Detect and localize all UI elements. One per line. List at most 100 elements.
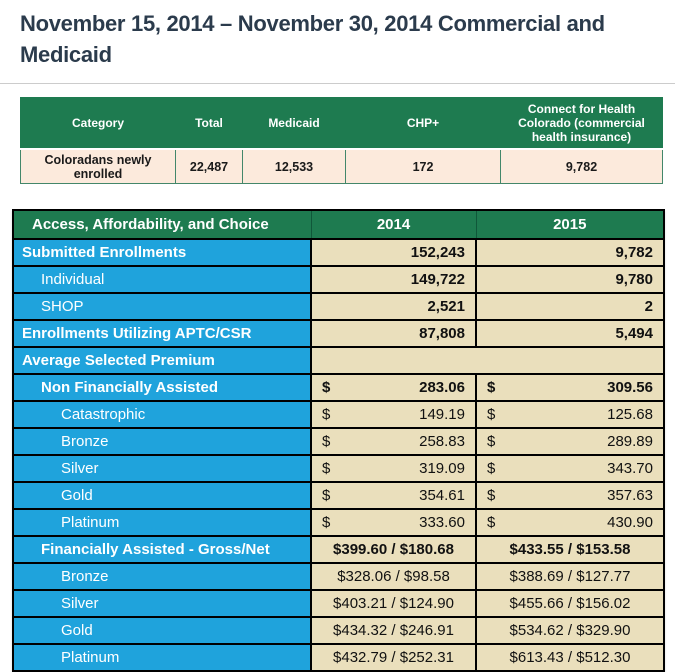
- table-row: Platinum $333.60 $430.90: [12, 508, 665, 537]
- amount: 309.56: [607, 379, 653, 396]
- row-label: Gold: [12, 481, 312, 510]
- table-row: Catastrophic $149.19 $125.68: [12, 400, 665, 429]
- value-2014: $333.60: [310, 508, 477, 537]
- summary-chp-plus-cell: 172: [345, 148, 501, 184]
- dollar-sign: $: [487, 433, 496, 450]
- summary-header-total: Total: [175, 97, 243, 150]
- row-label: Bronze: [12, 562, 312, 591]
- value-2014: 87,808: [310, 319, 477, 348]
- dollar-sign: $: [322, 406, 331, 423]
- table-row: Silver $403.21 / $124.90 $455.66 / $156.02: [12, 589, 665, 618]
- value-2014: $328.06 / $98.58: [310, 562, 477, 591]
- dollar-sign: $: [322, 487, 331, 504]
- amount: 289.89: [607, 433, 653, 450]
- value-2015: $534.62 / $329.90: [475, 616, 665, 645]
- table-row: Non Financially Assisted $283.06 $309.56: [12, 373, 665, 402]
- row-label: Submitted Enrollments: [12, 238, 312, 267]
- enrollment-header-row: Access, Affordability, and Choice 2014 2…: [13, 210, 664, 240]
- row-label: SHOP: [12, 292, 312, 321]
- value-2015: 9,782: [475, 238, 665, 267]
- amount: 125.68: [607, 406, 653, 423]
- value-2015: $430.90: [475, 508, 665, 537]
- summary-header-category: Category: [20, 97, 176, 150]
- enrollment-header-2014: 2014: [311, 210, 477, 240]
- amount: 333.60: [419, 514, 465, 531]
- row-label: Enrollments Utilizing APTC/CSR: [12, 319, 312, 348]
- dollar-sign: $: [487, 379, 496, 396]
- table-row: Bronze $328.06 / $98.58 $388.69 / $127.77: [12, 562, 665, 591]
- value-2014: $434.32 / $246.91: [310, 616, 477, 645]
- dollar-sign: $: [487, 406, 496, 423]
- row-label: Average Selected Premium: [12, 346, 312, 375]
- table-row: Financially Assisted - Gross/Net $399.60 …: [12, 535, 665, 564]
- row-label: Platinum: [12, 508, 312, 537]
- value-2014: $354.61: [310, 481, 477, 510]
- enrollment-header-label: Access, Affordability, and Choice: [13, 210, 312, 240]
- value-empty: [310, 346, 665, 375]
- table-row: Average Selected Premium: [12, 346, 665, 375]
- amount: 258.83: [419, 433, 465, 450]
- table-row: Submitted Enrollments 152,243 9,782: [12, 238, 665, 267]
- amount: 343.70: [607, 460, 653, 477]
- title-divider: [0, 83, 675, 84]
- value-2015: $455.66 / $156.02: [475, 589, 665, 618]
- table-row: Platinum $432.79 / $252.31 $613.43 / $512.…: [12, 643, 665, 672]
- enrollment-header-2015: 2015: [476, 210, 664, 240]
- dollar-sign: $: [487, 487, 496, 504]
- value-2015: $357.63: [475, 481, 665, 510]
- row-label: Platinum: [12, 643, 312, 672]
- summary-table: Category Total Medicaid CHP+ Connect for…: [20, 97, 663, 184]
- value-2014: $258.83: [310, 427, 477, 456]
- page-title-line1: November 15, 2014 – November 30, 2014 Co…: [20, 11, 605, 36]
- table-row: Gold $434.32 / $246.91 $534.62 / $329.90: [12, 616, 665, 645]
- row-label: Catastrophic: [12, 400, 312, 429]
- dollar-sign: $: [322, 460, 331, 477]
- amount: 357.63: [607, 487, 653, 504]
- value-2014: $319.09: [310, 454, 477, 483]
- enrollment-table: Access, Affordability, and Choice 2014 2…: [12, 209, 665, 672]
- enrollment-table-body: Submitted Enrollments 152,243 9,782 Individ…: [12, 238, 665, 672]
- table-row: Bronze $258.83 $289.89: [12, 427, 665, 456]
- amount: 430.90: [607, 514, 653, 531]
- value-2014: $283.06: [310, 373, 477, 402]
- row-label: Gold: [12, 616, 312, 645]
- table-row: Silver $319.09 $343.70: [12, 454, 665, 483]
- value-2014: $399.60 / $180.68: [310, 535, 477, 564]
- summary-total-cell: 22,487: [175, 148, 243, 184]
- summary-header-connect-for-health: Connect for Health Colorado (commercial …: [500, 97, 663, 150]
- value-2015: $289.89: [475, 427, 665, 456]
- dollar-sign: $: [322, 379, 331, 396]
- summary-data-row: Coloradans newly enrolled 22,487 12,533 …: [20, 148, 663, 184]
- summary-medicaid-cell: 12,533: [242, 148, 346, 184]
- value-2014: 152,243: [310, 238, 477, 267]
- amount: 149.19: [419, 406, 465, 423]
- value-2015: $343.70: [475, 454, 665, 483]
- row-label: Financially Assisted - Gross/Net: [12, 535, 312, 564]
- row-label: Silver: [12, 454, 312, 483]
- value-2014: $432.79 / $252.31: [310, 643, 477, 672]
- value-2014: $403.21 / $124.90: [310, 589, 477, 618]
- table-row: Enrollments Utilizing APTC/CSR 87,808 5,49…: [12, 319, 665, 348]
- value-2015: $309.56: [475, 373, 665, 402]
- summary-header-row: Category Total Medicaid CHP+ Connect for…: [20, 97, 663, 150]
- page-title-line2: Medicaid: [20, 42, 112, 67]
- value-2015: $388.69 / $127.77: [475, 562, 665, 591]
- summary-header-medicaid: Medicaid: [242, 97, 346, 150]
- summary-header-chp-plus: CHP+: [345, 97, 501, 150]
- page-title: November 15, 2014 – November 30, 2014 Co…: [20, 8, 655, 70]
- value-2015: 9,780: [475, 265, 665, 294]
- summary-connect-cell: 9,782: [500, 148, 663, 184]
- value-2015: $125.68: [475, 400, 665, 429]
- value-2015: $433.55 / $153.58: [475, 535, 665, 564]
- row-label: Individual: [12, 265, 312, 294]
- amount: 354.61: [419, 487, 465, 504]
- value-2015: 5,494: [475, 319, 665, 348]
- value-2015: $613.43 / $512.30: [475, 643, 665, 672]
- row-label: Bronze: [12, 427, 312, 456]
- value-2014: $149.19: [310, 400, 477, 429]
- table-row: Individual 149,722 9,780: [12, 265, 665, 294]
- dollar-sign: $: [322, 433, 331, 450]
- dollar-sign: $: [322, 514, 331, 531]
- table-row: Gold $354.61 $357.63: [12, 481, 665, 510]
- dollar-sign: $: [487, 460, 496, 477]
